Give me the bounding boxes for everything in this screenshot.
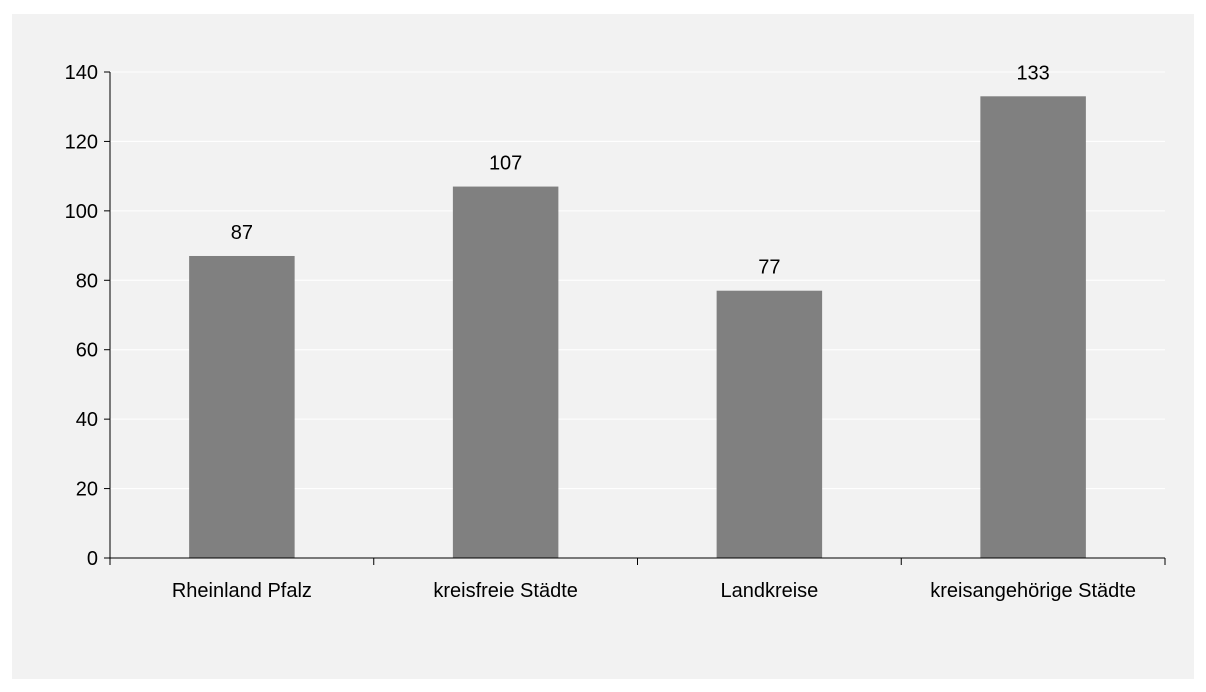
y-tick-label: 120 [65, 131, 98, 153]
bar-4 [980, 96, 1086, 559]
chart-panel: 0 20 40 60 80 100 120 140 87 Rheinland Pfalz 107 kr… [12, 14, 1194, 679]
bars [189, 96, 1086, 559]
axes [104, 71, 1166, 565]
data-label: 77 [758, 257, 780, 279]
data-label: 87 [231, 222, 253, 244]
labels: 0 20 40 60 80 100 120 140 87 Rheinland Pfalz 107 kr… [65, 62, 1136, 602]
y-tick-label: 80 [76, 270, 98, 292]
bar-1 [189, 255, 295, 558]
bar-chart: 0 20 40 60 80 100 120 140 87 Rheinland Pfalz 107 kr… [65, 62, 1166, 602]
category-label: Rheinland Pfalz [172, 580, 312, 602]
y-tick-label: 0 [87, 548, 98, 570]
y-tick-label: 40 [76, 409, 98, 431]
y-tick-label: 20 [76, 479, 98, 501]
bar-2 [452, 186, 559, 559]
category-label: Landkreise [720, 580, 818, 602]
category-label: kreisangehörige Städte [930, 580, 1136, 602]
bar-3 [716, 290, 823, 558]
data-label: 133 [1016, 62, 1049, 84]
data-label: 107 [489, 153, 522, 175]
y-tick-label: 140 [65, 62, 98, 84]
category-label: kreisfreie Städte [433, 580, 578, 602]
y-tick-label: 60 [76, 340, 98, 362]
y-tick-label: 100 [65, 201, 98, 223]
